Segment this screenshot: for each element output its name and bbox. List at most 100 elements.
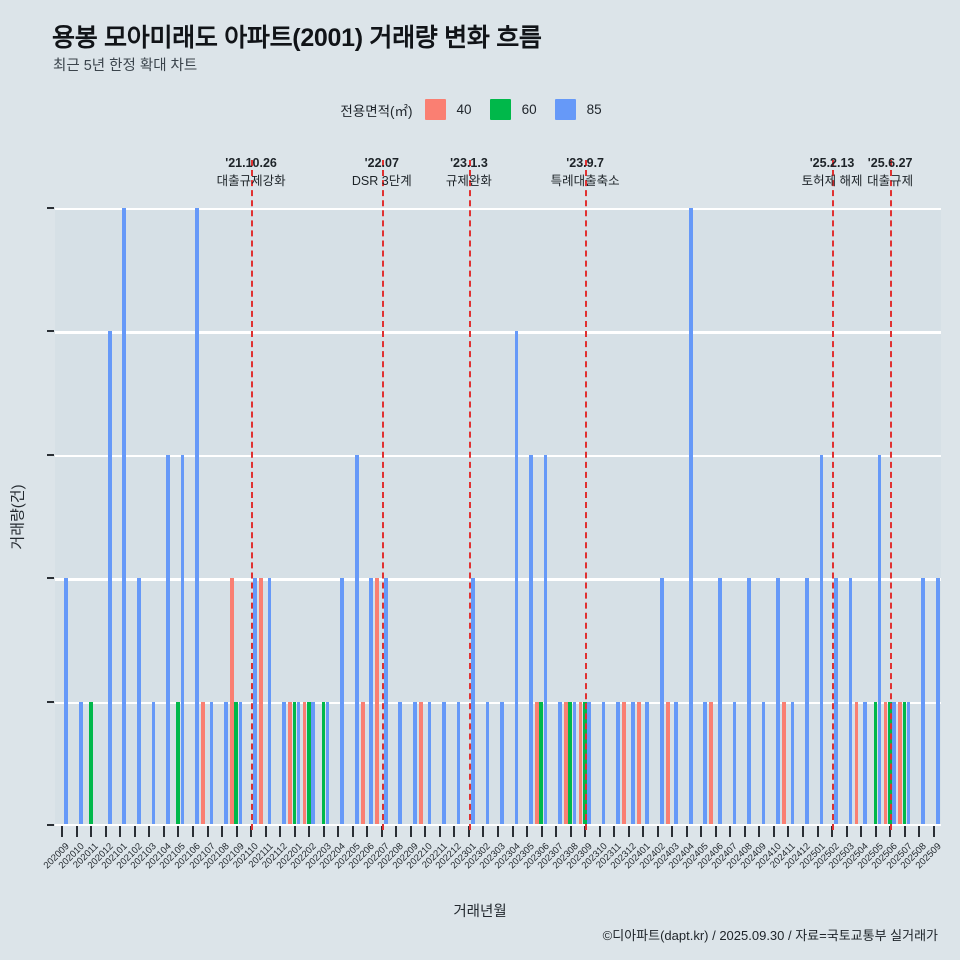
bar[interactable] [360, 701, 365, 825]
bar[interactable] [543, 454, 548, 825]
bar[interactable] [539, 701, 544, 825]
bar[interactable] [151, 701, 156, 825]
bar[interactable] [805, 578, 809, 825]
bar[interactable] [78, 701, 83, 825]
bar[interactable] [888, 701, 892, 825]
bar[interactable] [703, 701, 708, 825]
bar[interactable] [863, 701, 867, 825]
bar[interactable] [873, 701, 878, 825]
bar[interactable] [761, 701, 766, 825]
bar[interactable] [180, 454, 185, 825]
bar[interactable] [234, 701, 239, 825]
bar[interactable] [302, 701, 307, 825]
bar[interactable] [166, 454, 170, 825]
bar[interactable] [267, 578, 272, 825]
legend-item-85[interactable]: 85 [554, 99, 602, 120]
x-tick-mark [177, 826, 180, 837]
bar[interactable] [688, 208, 693, 825]
bar[interactable] [137, 578, 141, 825]
bar[interactable] [471, 578, 475, 825]
bar[interactable] [412, 701, 417, 825]
legend-item-40[interactable]: 40 [424, 99, 472, 120]
legend: 전용면적(㎡) 40 60 85 [0, 99, 960, 120]
bar[interactable] [340, 578, 345, 825]
bar[interactable] [902, 701, 907, 825]
bar[interactable] [636, 701, 641, 825]
bar[interactable] [375, 578, 380, 825]
bar[interactable] [89, 701, 93, 825]
x-tick-mark [816, 826, 819, 837]
bar[interactable] [427, 701, 432, 825]
legend-item-60[interactable]: 60 [489, 99, 537, 120]
bar[interactable] [665, 701, 670, 825]
bar[interactable] [224, 701, 228, 825]
bar[interactable] [253, 578, 257, 825]
bar[interactable] [529, 454, 533, 825]
bar[interactable] [717, 578, 722, 825]
bar[interactable] [195, 208, 199, 825]
bar[interactable] [259, 578, 263, 825]
bar[interactable] [572, 701, 577, 825]
bar[interactable] [848, 578, 853, 825]
bar[interactable] [500, 701, 504, 825]
bar[interactable] [819, 454, 824, 825]
bar[interactable] [645, 701, 650, 825]
bar[interactable] [906, 701, 911, 825]
bar[interactable] [892, 701, 896, 825]
bar[interactable] [307, 701, 311, 825]
bar[interactable] [442, 701, 446, 825]
bar[interactable] [674, 701, 679, 825]
bar[interactable] [514, 331, 519, 825]
bar[interactable] [601, 701, 606, 825]
bar[interactable] [732, 701, 737, 825]
bar[interactable] [834, 578, 838, 825]
bar[interactable] [898, 701, 902, 825]
bar[interactable] [616, 701, 620, 825]
bar[interactable] [568, 701, 573, 825]
bar[interactable] [64, 578, 69, 825]
bar[interactable] [288, 701, 292, 825]
bar[interactable] [238, 701, 243, 825]
bar[interactable] [921, 578, 925, 825]
bar[interactable] [321, 701, 326, 825]
bar[interactable] [564, 701, 568, 825]
x-tick-mark [133, 826, 136, 837]
bar[interactable] [230, 578, 234, 825]
bar[interactable] [558, 701, 562, 825]
bar[interactable] [877, 454, 882, 825]
bar[interactable] [398, 701, 403, 825]
bar[interactable] [325, 701, 330, 825]
bar[interactable] [587, 701, 591, 825]
bar[interactable] [790, 701, 795, 825]
bar[interactable] [369, 578, 374, 825]
bar[interactable] [296, 701, 301, 825]
bar[interactable] [578, 701, 583, 825]
bar[interactable] [854, 701, 859, 825]
event-name: 특례대출축소 [550, 174, 620, 189]
bar[interactable] [485, 701, 490, 825]
bar[interactable] [201, 701, 205, 825]
bar[interactable] [535, 701, 539, 825]
bar[interactable] [709, 701, 714, 825]
bar[interactable] [747, 578, 751, 825]
bar[interactable] [456, 701, 461, 825]
bar[interactable] [935, 578, 940, 825]
bar[interactable] [122, 208, 127, 825]
bar[interactable] [583, 701, 587, 825]
bar[interactable] [282, 701, 286, 825]
bar[interactable] [622, 701, 626, 825]
bar[interactable] [354, 454, 359, 825]
x-tick-mark [889, 826, 892, 837]
bar[interactable] [883, 701, 888, 825]
bar[interactable] [776, 578, 780, 825]
bar[interactable] [383, 578, 388, 825]
bar[interactable] [311, 701, 315, 825]
bar[interactable] [782, 701, 786, 825]
bar[interactable] [107, 331, 112, 825]
bar[interactable] [209, 701, 214, 825]
bar[interactable] [630, 701, 635, 825]
bar[interactable] [176, 701, 180, 825]
bar[interactable] [659, 578, 664, 825]
bar[interactable] [292, 701, 297, 825]
bar[interactable] [418, 701, 423, 825]
